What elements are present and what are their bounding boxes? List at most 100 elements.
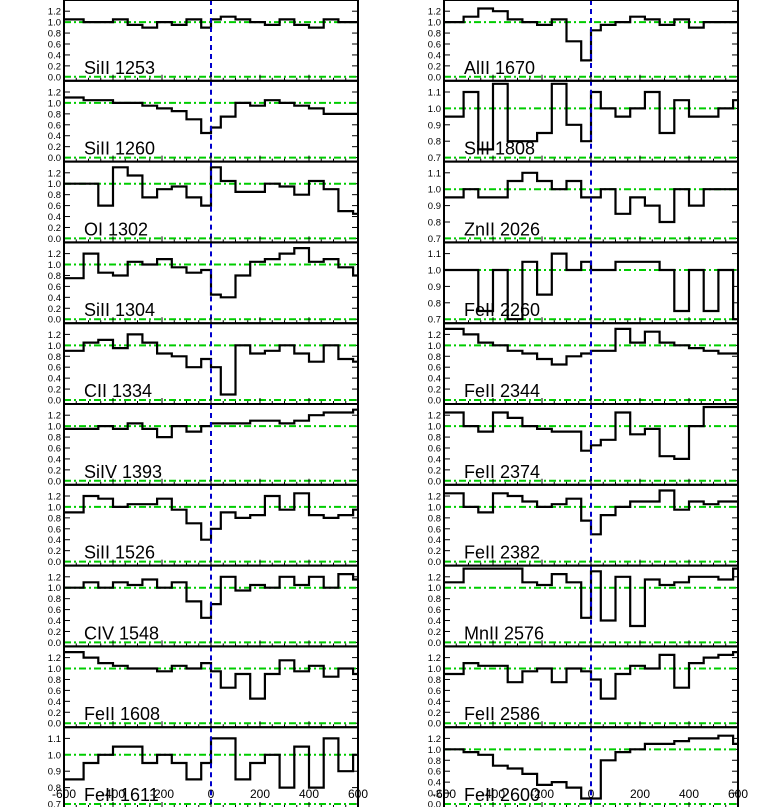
y-tick-label: 0.2 bbox=[48, 465, 61, 476]
y-tick-label: 0.6 bbox=[428, 686, 441, 697]
flux-series bbox=[64, 166, 358, 215]
panel-civ-1548: 0.00.20.40.60.81.01.2 CIV 1548 bbox=[48, 564, 359, 649]
y-tick-label: 1.2 bbox=[428, 653, 441, 664]
y-tick-label: 0.4 bbox=[48, 454, 61, 465]
flux-series bbox=[64, 15, 358, 29]
y-tick-label: 0.8 bbox=[48, 783, 61, 794]
y-tick-label: 0.0 bbox=[48, 557, 61, 568]
ion-label: FeII 2260 bbox=[464, 300, 540, 320]
y-tick-label: 1.0 bbox=[48, 583, 61, 594]
panel-feii-2374: 0.00.20.40.60.81.01.2 FeII 2374 bbox=[428, 403, 739, 487]
y-tick-label: 0.8 bbox=[428, 513, 441, 524]
ion-label: FeII 1611 bbox=[84, 785, 159, 805]
panel-frame bbox=[443, 726, 739, 807]
y-tick-label: 0.4 bbox=[48, 697, 61, 708]
y-tick-label: 1.2 bbox=[428, 734, 441, 745]
y-tick-label: 1.0 bbox=[428, 341, 441, 352]
y-tick-label: 1.0 bbox=[48, 341, 61, 352]
y-tick-label: 0.8 bbox=[428, 756, 441, 767]
y-tick-label: 0.8 bbox=[48, 190, 61, 201]
ion-label: FeII 2374 bbox=[464, 462, 540, 482]
y-tick-label: 0.0 bbox=[48, 315, 61, 326]
y-tick-label: 0.0 bbox=[48, 719, 61, 730]
y-tick-label: 0.9 bbox=[428, 201, 441, 212]
y-tick-label: 0.7 bbox=[428, 153, 441, 164]
y-tick-label: 1.0 bbox=[48, 750, 61, 761]
panel-siiv-1393: 0.00.20.40.60.81.01.2 SiIV 1393 bbox=[48, 403, 359, 487]
y-tick-label: 0.0 bbox=[428, 557, 441, 568]
flux-series bbox=[64, 651, 358, 700]
y-tick-label: 0.4 bbox=[428, 778, 441, 789]
ion-label: FeII 2586 bbox=[464, 704, 540, 724]
y-tick-label: 1.0 bbox=[428, 664, 441, 675]
y-tick-label: 0.8 bbox=[48, 109, 61, 120]
y-tick-label: 1.1 bbox=[428, 249, 441, 260]
panel-cii-1334: 0.00.20.40.60.81.01.2 CII 1334 bbox=[48, 322, 359, 407]
ion-label: SiII 1253 bbox=[84, 58, 155, 78]
y-tick-label: 1.2 bbox=[48, 7, 61, 18]
y-tick-label: 0.4 bbox=[48, 374, 61, 385]
y-tick-label: 1.2 bbox=[48, 330, 61, 341]
panel-siii-1253: 0.00.20.40.60.81.01.2 SiII 1253 bbox=[48, 0, 359, 83]
y-tick-label: 1.1 bbox=[48, 734, 61, 745]
x-tick-label: -200 bbox=[150, 787, 174, 801]
y-tick-label: 0.2 bbox=[48, 546, 61, 557]
ion-label: ZnII 2026 bbox=[464, 219, 540, 239]
y-tick-label: 1.0 bbox=[428, 422, 441, 433]
y-tick-label: 0.6 bbox=[428, 524, 441, 535]
y-tick-label: 0.2 bbox=[428, 627, 441, 638]
flux-series bbox=[64, 247, 358, 299]
x-tick-label: 200 bbox=[250, 787, 270, 801]
ion-label: SiII 1304 bbox=[84, 300, 155, 320]
y-tick-label: 0.8 bbox=[48, 352, 61, 363]
y-tick-label: 0.6 bbox=[48, 282, 61, 293]
y-tick-label: 0.8 bbox=[428, 29, 441, 40]
y-tick-label: 0.4 bbox=[428, 50, 441, 61]
panel-alii-1670: 0.00.20.40.60.81.01.2 AlII 1670 bbox=[428, 0, 739, 83]
y-tick-label: 0.6 bbox=[48, 120, 61, 131]
y-tick-label: 0.6 bbox=[48, 686, 61, 697]
flux-series bbox=[444, 7, 738, 62]
y-tick-label: 0.2 bbox=[48, 142, 61, 153]
flux-series bbox=[444, 734, 738, 800]
panel-siii-1304: 0.00.20.40.60.81.01.2 SiII 1304 bbox=[48, 241, 359, 326]
y-tick-label: 1.2 bbox=[428, 572, 441, 583]
y-tick-label: 0.2 bbox=[428, 385, 441, 396]
y-tick-label: 0.4 bbox=[48, 293, 61, 304]
y-tick-label: 0.8 bbox=[428, 137, 441, 148]
y-tick-label: 0.2 bbox=[48, 385, 61, 396]
x-tick-label: 600 bbox=[348, 787, 368, 801]
ion-label: FeII 1608 bbox=[84, 704, 160, 724]
y-tick-label: 0.6 bbox=[428, 363, 441, 374]
y-tick-label: 0.0 bbox=[48, 234, 61, 245]
flux-series bbox=[64, 492, 358, 541]
y-tick-label: 0.2 bbox=[428, 789, 441, 800]
panel-feii-2586: 0.00.20.40.60.81.01.2 FeII 2586 bbox=[428, 645, 739, 730]
y-tick-label: 1.2 bbox=[428, 330, 441, 341]
y-tick-label: 0.0 bbox=[48, 396, 61, 407]
y-tick-label: 0.4 bbox=[48, 131, 61, 142]
y-tick-label: 0.2 bbox=[428, 61, 441, 72]
y-tick-label: 0.2 bbox=[428, 708, 441, 719]
y-tick-label: 1.2 bbox=[428, 492, 441, 503]
flux-series bbox=[444, 651, 738, 700]
y-tick-label: 0.0 bbox=[428, 719, 441, 730]
flux-series bbox=[64, 96, 358, 135]
y-tick-label: 1.0 bbox=[48, 18, 61, 29]
y-tick-label: 0.8 bbox=[48, 513, 61, 524]
y-tick-label: 0.2 bbox=[48, 627, 61, 638]
flux-series bbox=[444, 567, 738, 628]
y-tick-label: 0.6 bbox=[48, 524, 61, 535]
ion-label: FeII 2382 bbox=[464, 543, 540, 563]
x-tick-label: 0 bbox=[208, 787, 215, 801]
y-tick-label: 0.6 bbox=[428, 767, 441, 778]
ion-label: SiII 1260 bbox=[84, 139, 155, 159]
y-tick-label: 0.2 bbox=[428, 546, 441, 557]
panel-siii-1260: 0.00.20.40.60.81.01.2 SiII 1260 bbox=[48, 79, 359, 164]
y-tick-label: 1.0 bbox=[428, 745, 441, 756]
flux-series bbox=[444, 252, 738, 321]
flux-series bbox=[444, 489, 738, 536]
y-tick-label: 0.0 bbox=[48, 72, 61, 83]
y-tick-label: 0.2 bbox=[48, 61, 61, 72]
y-tick-label: 1.0 bbox=[48, 98, 61, 109]
